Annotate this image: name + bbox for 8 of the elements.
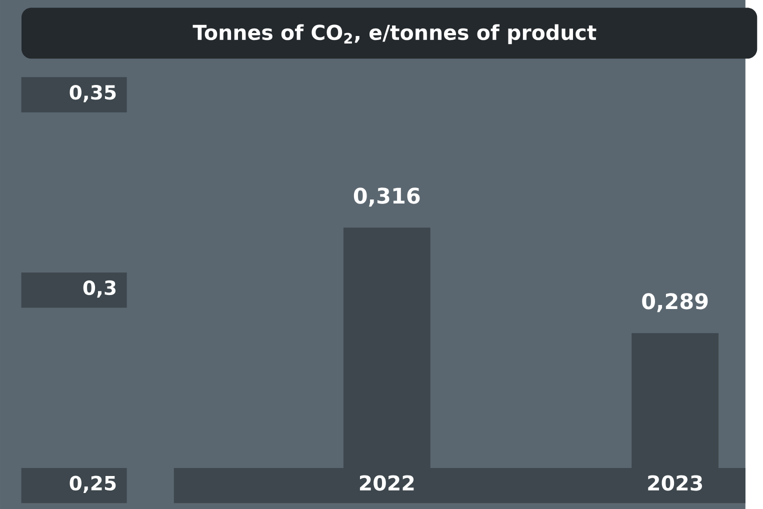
data-label: 0,316 — [354, 188, 420, 207]
x-tick-label: 2023 — [648, 475, 702, 491]
y-tick-label: 0,35 — [70, 84, 116, 102]
y-tick-label: 0,25 — [70, 476, 116, 493]
y-tick-label: 0,3 — [83, 280, 116, 298]
chart-title: Tonnes of CO$_{2}$, e/tonnes of product — [192, 24, 596, 44]
x-tick-label: 2022 — [360, 475, 414, 491]
data-label: 0,289 — [642, 293, 708, 312]
